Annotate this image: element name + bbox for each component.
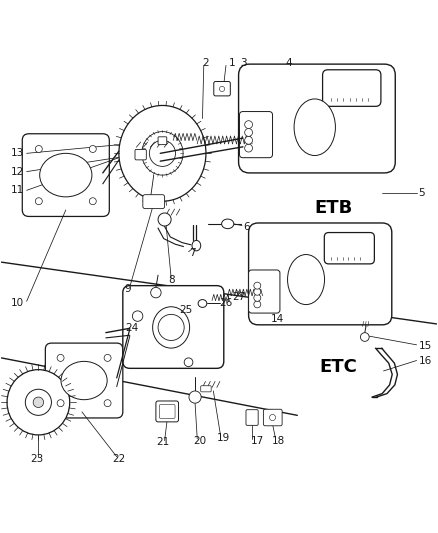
FancyBboxPatch shape [201, 386, 211, 392]
Text: 15: 15 [418, 341, 431, 351]
Ellipse shape [7, 370, 70, 435]
Circle shape [360, 333, 369, 341]
Circle shape [254, 288, 261, 295]
Text: 21: 21 [156, 438, 169, 447]
Circle shape [104, 400, 111, 407]
FancyBboxPatch shape [158, 137, 167, 144]
FancyBboxPatch shape [22, 134, 110, 216]
Text: 18: 18 [272, 435, 285, 446]
FancyBboxPatch shape [322, 70, 381, 107]
Text: 26: 26 [219, 298, 233, 309]
Circle shape [184, 358, 193, 367]
Circle shape [245, 128, 253, 136]
FancyBboxPatch shape [249, 223, 392, 325]
Text: 16: 16 [418, 357, 431, 366]
Circle shape [132, 311, 143, 321]
Circle shape [254, 301, 261, 308]
Ellipse shape [294, 99, 336, 156]
Circle shape [33, 397, 44, 408]
Text: 25: 25 [180, 305, 193, 315]
Text: 7: 7 [189, 248, 196, 259]
Circle shape [254, 282, 261, 289]
Text: 22: 22 [112, 454, 126, 464]
FancyBboxPatch shape [156, 401, 179, 422]
Circle shape [245, 120, 253, 128]
Circle shape [57, 400, 64, 407]
Text: 17: 17 [251, 435, 264, 446]
Text: 2: 2 [202, 58, 208, 68]
Text: 13: 13 [11, 148, 24, 158]
Ellipse shape [288, 255, 325, 304]
Ellipse shape [192, 240, 201, 251]
Text: ETB: ETB [315, 199, 353, 217]
Text: 4: 4 [285, 58, 292, 68]
FancyBboxPatch shape [240, 111, 272, 158]
FancyBboxPatch shape [123, 286, 224, 368]
Text: 11: 11 [11, 185, 24, 195]
FancyBboxPatch shape [135, 149, 146, 160]
FancyBboxPatch shape [143, 195, 165, 208]
Text: 20: 20 [193, 435, 206, 446]
Text: 12: 12 [11, 167, 24, 176]
FancyBboxPatch shape [263, 409, 282, 426]
Circle shape [104, 354, 111, 361]
Ellipse shape [142, 132, 183, 175]
Text: 27: 27 [233, 292, 246, 302]
Circle shape [269, 415, 276, 421]
Circle shape [189, 391, 201, 403]
FancyBboxPatch shape [246, 410, 258, 425]
Circle shape [254, 294, 261, 301]
Ellipse shape [40, 154, 92, 197]
Text: ETC: ETC [319, 358, 357, 376]
Circle shape [35, 146, 42, 152]
Text: 3: 3 [240, 58, 247, 68]
Circle shape [219, 86, 225, 92]
Circle shape [245, 144, 253, 152]
Ellipse shape [61, 361, 107, 400]
Ellipse shape [198, 300, 207, 308]
Circle shape [149, 140, 176, 166]
Text: 14: 14 [270, 314, 284, 324]
Circle shape [151, 287, 161, 298]
FancyBboxPatch shape [159, 405, 175, 418]
Circle shape [89, 146, 96, 152]
Text: 19: 19 [217, 433, 230, 443]
Text: 9: 9 [124, 284, 131, 294]
Circle shape [158, 213, 171, 226]
Text: 24: 24 [125, 324, 139, 333]
Text: 23: 23 [31, 454, 44, 464]
Circle shape [57, 354, 64, 361]
FancyBboxPatch shape [249, 270, 280, 313]
FancyBboxPatch shape [214, 82, 230, 96]
Ellipse shape [152, 307, 190, 348]
FancyBboxPatch shape [324, 232, 374, 264]
Circle shape [158, 314, 184, 341]
Text: 5: 5 [418, 188, 425, 198]
Ellipse shape [222, 219, 234, 229]
Circle shape [25, 389, 51, 415]
Ellipse shape [119, 106, 206, 201]
Text: 6: 6 [244, 222, 250, 232]
FancyBboxPatch shape [46, 343, 123, 418]
Text: 8: 8 [168, 276, 174, 286]
Text: 10: 10 [11, 298, 24, 308]
Circle shape [35, 198, 42, 205]
Circle shape [89, 198, 96, 205]
FancyBboxPatch shape [239, 64, 395, 173]
Text: 1: 1 [229, 58, 235, 68]
Circle shape [245, 136, 253, 144]
